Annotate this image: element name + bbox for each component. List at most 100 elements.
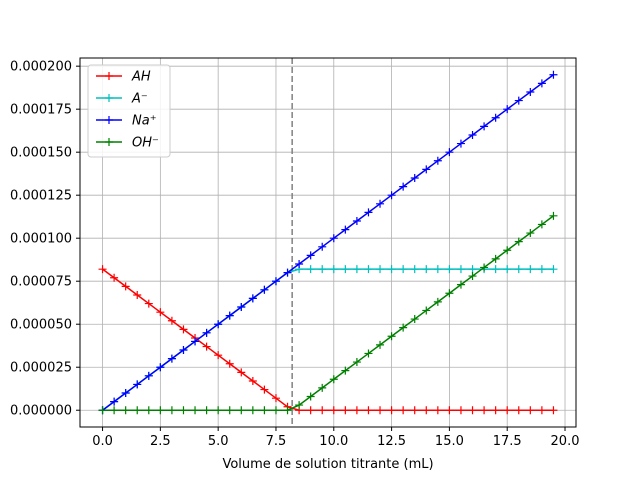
data-point: [179, 346, 188, 355]
data-point: [329, 406, 338, 415]
data-point: [191, 337, 200, 346]
data-point: [214, 351, 223, 360]
data-point: [549, 70, 558, 79]
x-tick-label: 10.0: [319, 434, 348, 449]
data-point: [410, 173, 419, 182]
data-point: [433, 156, 442, 165]
data-point: [271, 277, 280, 286]
data-point: [468, 265, 477, 274]
legend-item-ah: AH: [96, 70, 151, 85]
data-point: [306, 406, 315, 415]
data-point: [191, 406, 200, 415]
data-point: [491, 254, 500, 263]
x-tick-label: 0.0: [92, 434, 113, 449]
legend-label: AH: [131, 70, 151, 85]
data-point: [526, 87, 535, 96]
legend-item-oh: OH⁻: [96, 136, 159, 151]
data-point: [248, 376, 257, 385]
data-point: [214, 320, 223, 329]
data-point: [526, 265, 535, 274]
y-tick-label: 0.000000: [10, 404, 72, 419]
series-line-oh: [102, 215, 554, 411]
data-point: [422, 306, 431, 315]
data-point: [549, 265, 558, 274]
data-point: [422, 406, 431, 415]
data-point: [456, 280, 465, 289]
data-point: [283, 268, 292, 277]
data-point: [387, 406, 396, 415]
data-point: [341, 265, 350, 274]
data-point: [352, 216, 361, 225]
data-point: [433, 406, 442, 415]
data-point: [98, 265, 107, 274]
data-point: [144, 299, 153, 308]
legend-marker: [105, 72, 113, 80]
data-point: [306, 265, 315, 274]
data-point: [352, 358, 361, 367]
data-point: [283, 406, 292, 415]
data-point: [318, 265, 327, 274]
data-point: [364, 208, 373, 217]
data-point: [503, 406, 512, 415]
x-tick-label: 12.5: [377, 434, 406, 449]
data-point: [514, 406, 523, 415]
data-point: [352, 265, 361, 274]
data-point: [422, 165, 431, 174]
data-point: [410, 315, 419, 324]
series-ah: [98, 265, 558, 415]
data-point: [318, 383, 327, 392]
data-point: [549, 406, 558, 415]
data-point: [202, 328, 211, 337]
data-point: [410, 265, 419, 274]
legend-item-na: Na⁺: [96, 114, 157, 129]
data-point: [260, 285, 269, 294]
data-point: [445, 289, 454, 298]
data-point: [225, 406, 234, 415]
data-point: [480, 406, 489, 415]
data-point: [318, 242, 327, 251]
data-point: [214, 406, 223, 415]
series-layer: [98, 70, 558, 415]
data-point: [376, 406, 385, 415]
data-point: [318, 406, 327, 415]
legend: AH A⁻ Na⁺ OH⁻: [87, 64, 171, 158]
data-point: [121, 406, 130, 415]
data-point: [514, 237, 523, 246]
legend-marker: [105, 94, 113, 102]
data-point: [376, 340, 385, 349]
legend-item-a: A⁻: [96, 92, 148, 107]
data-point: [237, 303, 246, 312]
data-point: [133, 290, 142, 299]
data-point: [503, 265, 512, 274]
legend-box: [87, 64, 171, 158]
data-point: [387, 265, 396, 274]
data-point: [526, 229, 535, 238]
x-tick-label: 5.0: [208, 434, 229, 449]
data-point: [376, 265, 385, 274]
data-point: [468, 272, 477, 281]
y-tick-label: 0.000150: [10, 146, 72, 161]
data-point: [271, 406, 280, 415]
legend-marker: [105, 138, 113, 146]
data-point: [144, 406, 153, 415]
legend-marker: [105, 116, 113, 124]
x-axis-ticks: 0.0 2.5 5.0 7.5 10.0 12.5 15.0 17.5 20.0: [92, 427, 579, 449]
x-axis-label: Volume de solution titrante (mL): [222, 457, 433, 472]
data-point: [271, 394, 280, 403]
data-point: [468, 406, 477, 415]
x-tick-label: 17.5: [493, 434, 522, 449]
data-point: [399, 406, 408, 415]
x-tick-label: 2.5: [150, 434, 171, 449]
data-point: [387, 332, 396, 341]
data-point: [399, 265, 408, 274]
data-point: [456, 406, 465, 415]
plot-frame: [79, 57, 577, 428]
data-point: [110, 397, 119, 406]
y-tick-label: 0.000025: [10, 361, 72, 376]
series-a: [98, 265, 558, 415]
y-tick-label: 0.000075: [10, 275, 72, 290]
y-tick-label: 0.000175: [10, 103, 72, 118]
data-point: [179, 406, 188, 415]
legend-label: OH⁻: [132, 136, 159, 151]
